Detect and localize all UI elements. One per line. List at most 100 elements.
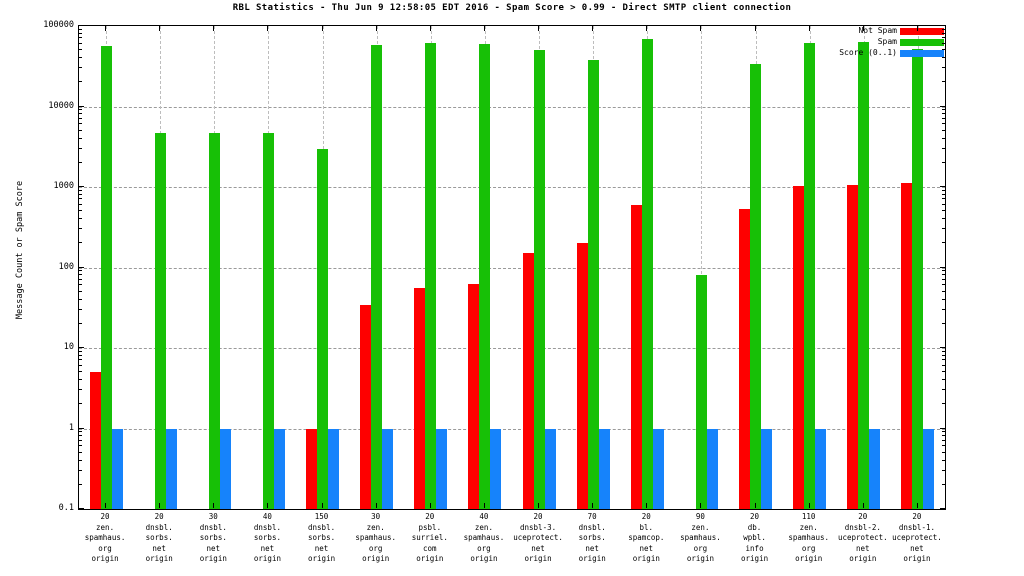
- bar-spam: [154, 132, 166, 509]
- x-axis-tick-mark: [105, 503, 107, 508]
- y-axis-minor-tick-mark: [942, 117, 946, 119]
- x-axis-tick-label-line: psbl.: [418, 522, 442, 532]
- bar-spam: [750, 63, 762, 509]
- x-axis-tick-label-line: org: [801, 543, 816, 553]
- y-axis-minor-tick-mark: [78, 445, 82, 447]
- gridline-y: [79, 187, 945, 188]
- y-axis-minor-tick-mark: [942, 147, 946, 149]
- y-axis-minor-tick-mark: [942, 278, 946, 280]
- x-axis-tick-label-line: spamhaus.: [355, 533, 396, 542]
- x-axis-tick-mark: [808, 503, 810, 508]
- y-axis-tick-mark: [940, 347, 946, 348]
- legend-swatch: [900, 39, 944, 46]
- x-axis-tick-label-line: net: [152, 543, 166, 553]
- y-axis-minor-tick-mark: [942, 308, 946, 310]
- x-axis-tick-label-line: origin: [686, 554, 714, 563]
- x-axis-tick-label-line: net: [206, 543, 221, 553]
- x-axis-tick-label-line: 30: [371, 512, 381, 521]
- y-axis-minor-tick-mark: [78, 459, 82, 461]
- x-axis-tick-mark: [538, 25, 540, 31]
- x-axis-tick-label-line: spamhaus.: [788, 533, 829, 542]
- x-axis-tick-mark: [592, 25, 594, 31]
- x-axis-tick-label-line: net: [531, 543, 545, 553]
- x-axis-tick-mark: [646, 25, 648, 31]
- y-axis-minor-tick-mark: [78, 389, 82, 391]
- x-axis-tick-label-line: origin: [199, 554, 227, 563]
- y-axis-minor-tick-mark: [78, 270, 82, 272]
- x-axis-tick-label-line: net: [260, 543, 275, 553]
- x-axis-tick-mark: [483, 25, 485, 31]
- x-axis-tick-label-line: spamhaus.: [463, 533, 505, 542]
- y-axis-minor-tick-mark: [78, 123, 82, 125]
- x-axis-tick-label-line: spamhaus.: [84, 533, 126, 542]
- bar-spam: [858, 42, 870, 509]
- y-axis-minor-tick-mark: [942, 242, 946, 244]
- x-axis-tick-label-line: 150: [314, 512, 329, 521]
- bar-spam: [262, 132, 274, 509]
- x-axis-tick-label-line: origin: [849, 554, 877, 563]
- y-axis-minor-tick-mark: [942, 371, 946, 373]
- x-axis-tick-label: 110 zen. spamhaus. org origin: [764, 512, 854, 565]
- x-axis-tick-label-line: 20: [533, 512, 543, 521]
- y-axis-tick-mark: [940, 427, 946, 429]
- bar-score: [544, 428, 556, 509]
- y-axis-minor-tick-mark: [942, 354, 946, 356]
- gridline-y: [79, 428, 945, 430]
- y-axis-minor-tick-mark: [78, 49, 82, 51]
- y-axis-minor-tick-mark: [78, 284, 82, 286]
- y-axis-minor-tick-mark: [942, 210, 946, 212]
- chart-legend: Not Spam Spam Score (0..1): [769, 26, 944, 61]
- y-axis-minor-tick-mark: [78, 42, 82, 44]
- bar-score: [869, 428, 881, 509]
- bar-not-spam: [522, 253, 534, 509]
- bar-not-spam: [847, 184, 859, 509]
- plot-area: [78, 25, 946, 510]
- x-axis-tick-mark: [808, 25, 810, 31]
- y-axis-minor-tick-mark: [78, 161, 82, 163]
- x-axis-tick-mark: [592, 503, 594, 508]
- y-axis-minor-tick-mark: [942, 379, 946, 381]
- x-axis-tick-mark: [916, 25, 918, 31]
- x-axis-tick-label-line: org: [98, 543, 112, 553]
- y-axis-minor-tick-mark: [942, 435, 946, 437]
- x-axis-tick-label: 20 dnsbl. sorbs. net origin: [114, 512, 204, 565]
- x-axis-tick-label-line: 70: [587, 512, 597, 521]
- x-axis-tick-mark: [105, 25, 107, 31]
- y-axis-tick-label: 1: [68, 422, 74, 433]
- bar-score: [706, 428, 718, 509]
- y-axis-minor-tick-mark: [942, 350, 946, 352]
- x-axis-tick-label-line: 40: [479, 512, 489, 521]
- y-axis-minor-tick-mark: [942, 445, 946, 447]
- x-axis-tick-label-line: origin: [308, 554, 336, 563]
- y-axis-tick-mark: [940, 25, 946, 26]
- y-axis-minor-tick-mark: [78, 210, 82, 212]
- y-axis-minor-tick-mark: [78, 109, 82, 111]
- bar-not-spam: [468, 284, 480, 509]
- y-axis-minor-tick-mark: [942, 123, 946, 125]
- x-axis-tick-label-line: dnsbl.: [199, 522, 227, 532]
- x-axis-tick-label: 90 zen. spamhaus. org origin: [655, 512, 745, 565]
- y-axis-minor-tick-mark: [78, 469, 82, 471]
- x-axis-tick-mark: [754, 25, 756, 31]
- y-axis-minor-tick-mark: [78, 32, 82, 34]
- y-axis-minor-tick-mark: [78, 57, 82, 59]
- bar-not-spam: [793, 185, 805, 509]
- bar-score: [490, 428, 502, 509]
- y-axis-minor-tick-mark: [942, 49, 946, 51]
- x-axis-tick-label-line: net: [856, 543, 870, 553]
- y-axis-minor-tick-mark: [78, 483, 82, 485]
- y-axis-minor-tick-mark: [78, 359, 82, 361]
- x-axis-tick-mark: [321, 25, 323, 31]
- x-axis-tick-mark: [700, 25, 702, 31]
- legend-label: Spam: [877, 37, 897, 46]
- x-axis-tick-label-line: origin: [416, 554, 444, 563]
- y-axis-minor-tick-mark: [942, 57, 946, 59]
- y-axis-minor-tick-mark: [942, 109, 946, 111]
- bar-spam: [804, 42, 816, 509]
- bar-spam: [100, 45, 112, 509]
- y-axis-tick-label: 100: [58, 261, 74, 272]
- y-axis-minor-tick-mark: [78, 308, 82, 310]
- y-axis-minor-tick-mark: [942, 28, 946, 30]
- y-axis-minor-tick-mark: [942, 32, 946, 34]
- y-axis-minor-tick-mark: [78, 322, 82, 324]
